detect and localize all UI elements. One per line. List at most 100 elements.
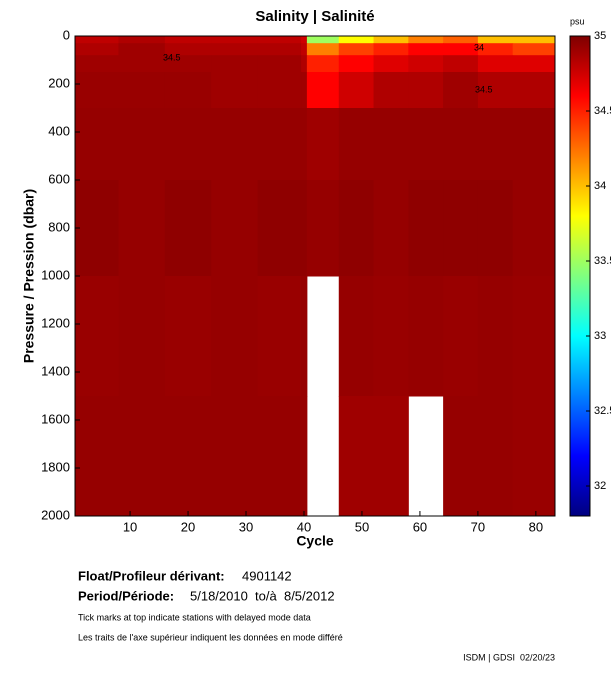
colorbar-tick-label: 32 — [594, 480, 606, 492]
cell — [338, 43, 375, 56]
cell — [75, 180, 119, 277]
cell — [257, 36, 302, 44]
cell — [211, 72, 259, 109]
cell — [301, 276, 308, 397]
cell — [408, 43, 444, 56]
cell — [306, 55, 340, 73]
x-tick-label: 80 — [529, 519, 543, 534]
cell — [257, 43, 302, 56]
y-tick-label: 1600 — [41, 411, 70, 426]
cell — [75, 276, 119, 397]
cell — [211, 108, 259, 181]
cell — [118, 43, 166, 56]
cell — [373, 396, 409, 517]
cell — [164, 55, 212, 73]
x-axis-label: Cycle — [296, 533, 334, 549]
cell — [301, 180, 308, 277]
cell — [338, 72, 375, 109]
cell — [477, 72, 514, 109]
cell — [301, 43, 308, 56]
y-tick-label: 600 — [48, 171, 70, 186]
cell — [338, 55, 375, 73]
cell — [164, 72, 212, 109]
cell — [512, 180, 556, 277]
colorbar-tick-label: 34 — [594, 180, 606, 192]
note: Les traits de l'axe supérieur indiquent … — [78, 632, 343, 642]
cell — [477, 55, 514, 73]
cell — [301, 72, 308, 109]
cell — [118, 396, 166, 517]
cell — [118, 36, 166, 44]
cell — [373, 43, 409, 56]
cell — [373, 276, 409, 397]
cell — [301, 396, 308, 517]
cell — [211, 276, 259, 397]
cell — [443, 36, 479, 44]
x-tick-label: 30 — [239, 519, 253, 534]
cell — [306, 36, 340, 44]
cell — [306, 43, 340, 56]
cell — [301, 36, 308, 44]
colorbar — [569, 35, 591, 517]
x-tick-label: 10 — [123, 519, 137, 534]
cell — [164, 396, 212, 517]
x-tick-label: 40 — [297, 519, 311, 534]
cell — [211, 36, 259, 44]
cell — [164, 108, 212, 181]
y-tick-label: 1000 — [41, 267, 70, 282]
cell — [257, 276, 302, 397]
y-axis-label: Pressure / Pression (dbar) — [21, 189, 37, 363]
period: 5/18/2010 to/à 8/5/2012 — [190, 588, 335, 603]
cell — [512, 43, 556, 56]
cell — [338, 108, 375, 181]
cell — [257, 55, 302, 73]
colorbar-tick-label: 34.5 — [594, 105, 611, 117]
cell — [373, 36, 409, 44]
cell — [512, 72, 556, 109]
cell — [512, 396, 556, 517]
cell — [118, 55, 166, 73]
cell — [477, 276, 514, 397]
cell — [338, 276, 375, 397]
cell — [211, 43, 259, 56]
cell — [211, 180, 259, 277]
cell — [211, 396, 259, 517]
cell — [257, 180, 302, 277]
cell — [373, 72, 409, 109]
cell — [306, 72, 340, 109]
cell — [373, 55, 409, 73]
footer: ISDM | GDSI 02/20/23 — [463, 652, 555, 662]
cell — [257, 396, 302, 517]
y-tick-label: 1400 — [41, 363, 70, 378]
cell — [443, 43, 479, 56]
cell — [408, 55, 444, 73]
colorbar-label: psu — [570, 16, 585, 26]
cell — [477, 396, 514, 517]
cell — [118, 108, 166, 181]
cell — [477, 43, 514, 56]
contour-label: 34.5 — [475, 84, 493, 94]
cell — [477, 180, 514, 277]
cell — [338, 36, 375, 44]
cell — [443, 55, 479, 73]
y-tick-label: 400 — [48, 123, 70, 138]
y-tick-label: 800 — [48, 219, 70, 234]
cell — [443, 108, 479, 181]
period-label: Period/Période: — [78, 588, 174, 603]
cell — [75, 108, 119, 181]
contour-label: 34 — [474, 42, 484, 52]
y-tick-label: 2000 — [41, 507, 70, 522]
cell — [164, 276, 212, 397]
y-tick-label: 200 — [48, 75, 70, 90]
cell — [257, 72, 302, 109]
cell — [338, 180, 375, 277]
colorbar-tick-label: 35 — [594, 30, 606, 42]
cell — [118, 72, 166, 109]
cell — [373, 108, 409, 181]
cell — [477, 108, 514, 181]
cell — [211, 55, 259, 73]
cell — [301, 108, 308, 181]
y-tick-label: 1200 — [41, 315, 70, 330]
